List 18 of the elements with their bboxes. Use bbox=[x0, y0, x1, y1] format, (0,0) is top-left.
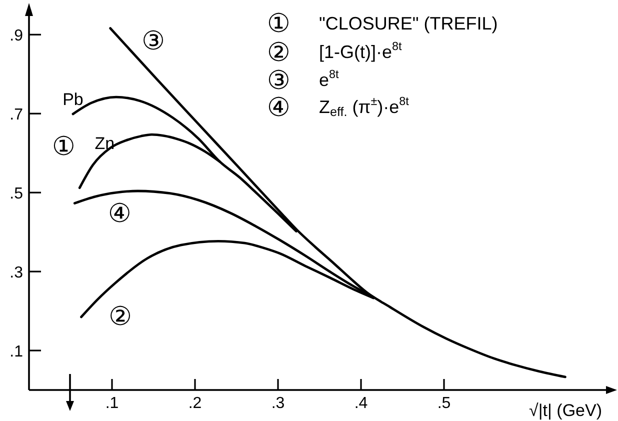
x-axis-title: √|t| (GeV) bbox=[529, 401, 602, 420]
x-tick-label: .5 bbox=[437, 395, 451, 412]
annotation: ① bbox=[52, 131, 76, 161]
x-tick-label: .3 bbox=[271, 395, 285, 412]
annotation: ② [1-G(t)]·e$^{8t}$ bbox=[267, 37, 402, 68]
y-tick-label: .1 bbox=[10, 344, 24, 361]
y-tick-label: .5 bbox=[10, 186, 24, 203]
x-tick-label: .1 bbox=[105, 395, 119, 412]
x-tick-label: .2 bbox=[188, 395, 202, 412]
y-tick-label: .3 bbox=[10, 264, 24, 282]
series-label: Pb bbox=[62, 90, 84, 110]
series-label: ④ bbox=[108, 198, 132, 228]
x-tick-label: .4 bbox=[354, 395, 368, 412]
series-label: ② bbox=[108, 300, 132, 331]
y-tick-label: .9 bbox=[10, 28, 24, 45]
y-tick-label: .7 bbox=[10, 106, 24, 124]
annotation: ① "CLOSURE" (TREFIL) bbox=[267, 8, 498, 38]
series-label: ③ bbox=[142, 25, 165, 56]
